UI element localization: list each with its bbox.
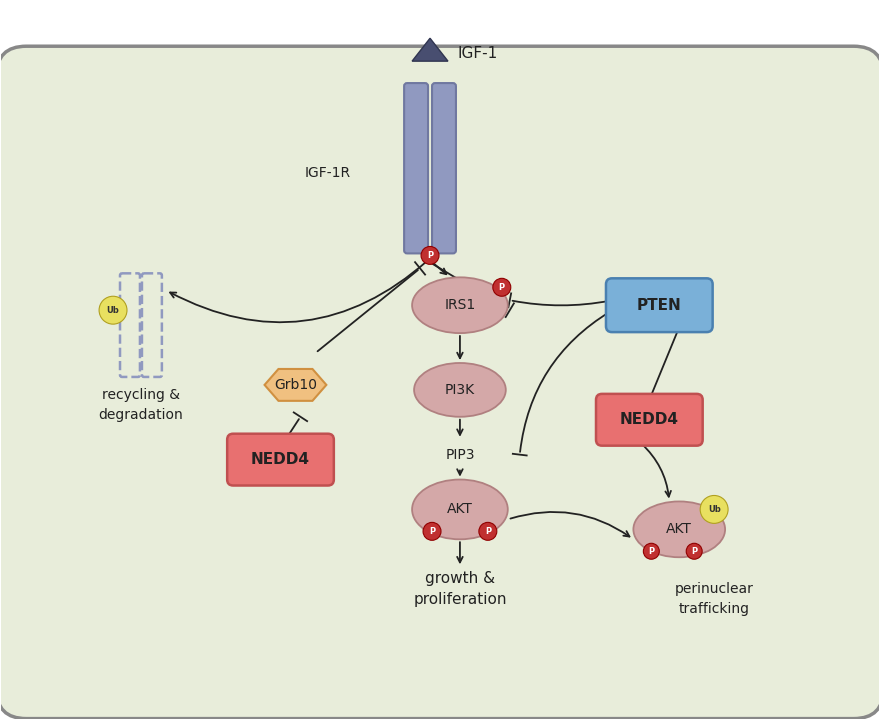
Text: Ub: Ub — [106, 306, 120, 315]
Text: IGF-1R: IGF-1R — [304, 166, 350, 180]
Text: IRS1: IRS1 — [444, 298, 475, 312]
Circle shape — [421, 246, 439, 264]
Circle shape — [99, 296, 127, 324]
Ellipse shape — [412, 480, 508, 539]
Text: recycling &
degradation: recycling & degradation — [99, 388, 183, 422]
Circle shape — [643, 544, 659, 559]
Polygon shape — [265, 369, 326, 401]
Text: NEDD4: NEDD4 — [251, 452, 310, 467]
Circle shape — [686, 544, 702, 559]
Text: PTEN: PTEN — [637, 297, 682, 312]
FancyBboxPatch shape — [404, 83, 428, 253]
FancyBboxPatch shape — [432, 83, 456, 253]
Text: P: P — [485, 527, 491, 536]
Text: AKT: AKT — [447, 503, 473, 516]
FancyBboxPatch shape — [0, 46, 880, 719]
Ellipse shape — [634, 501, 725, 557]
Text: P: P — [691, 546, 697, 556]
Text: NEDD4: NEDD4 — [620, 413, 678, 427]
Text: PIP3: PIP3 — [445, 448, 474, 462]
Text: Grb10: Grb10 — [274, 378, 317, 392]
Text: P: P — [499, 283, 505, 292]
Text: P: P — [429, 527, 435, 536]
Text: P: P — [649, 546, 655, 556]
Circle shape — [423, 523, 441, 540]
Text: PI3K: PI3K — [445, 383, 475, 397]
Circle shape — [479, 523, 497, 540]
Text: IGF-1: IGF-1 — [458, 45, 498, 60]
Text: Ub: Ub — [708, 505, 721, 514]
Text: P: P — [427, 251, 433, 260]
Polygon shape — [412, 38, 448, 61]
Circle shape — [700, 495, 728, 523]
FancyBboxPatch shape — [227, 433, 334, 485]
Ellipse shape — [412, 277, 508, 333]
Text: growth &
proliferation: growth & proliferation — [414, 571, 507, 607]
Circle shape — [493, 279, 510, 296]
Ellipse shape — [414, 363, 506, 417]
FancyBboxPatch shape — [606, 279, 713, 332]
Text: perinuclear
trafficking: perinuclear trafficking — [675, 582, 753, 616]
Text: AKT: AKT — [666, 522, 693, 536]
FancyBboxPatch shape — [596, 394, 702, 446]
